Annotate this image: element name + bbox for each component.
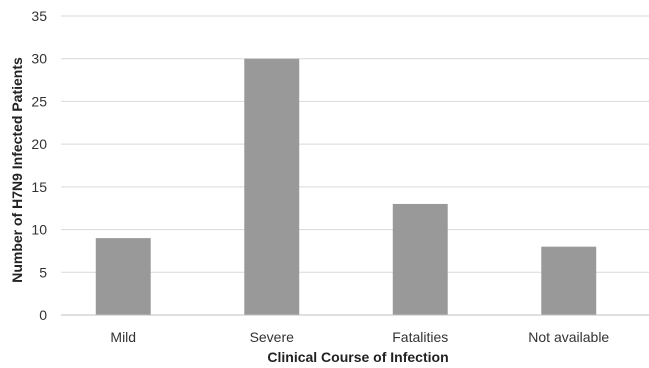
y-tick-label: 30 xyxy=(31,51,47,67)
grid-lines xyxy=(61,15,649,273)
x-tick-label: Not available xyxy=(528,329,609,345)
bars xyxy=(95,58,597,315)
y-tick-label: 0 xyxy=(39,307,47,323)
y-tick-label: 5 xyxy=(39,264,47,280)
x-tick-label: Mild xyxy=(110,329,136,345)
x-tick-label: Severe xyxy=(250,329,295,345)
y-tick-label: 10 xyxy=(31,222,47,238)
bar-mild xyxy=(95,238,151,315)
bar-fatalities xyxy=(392,203,448,315)
bar-severe xyxy=(244,58,300,315)
bar-not-available xyxy=(541,246,597,315)
y-tick-label: 25 xyxy=(31,93,47,109)
x-axis-title: Clinical Course of Infection xyxy=(267,349,448,365)
x-tick-labels: Mild Severe Fatalities Not available xyxy=(110,329,609,345)
y-tick-label: 20 xyxy=(31,136,47,152)
x-tick-label: Fatalities xyxy=(392,329,448,345)
y-tick-label: 15 xyxy=(31,179,47,195)
y-axis-title: Number of H7N9 Infected Patients xyxy=(9,57,25,283)
y-tick-label: 35 xyxy=(31,8,47,24)
y-tick-labels: 0 5 10 15 20 25 30 35 xyxy=(31,8,47,323)
